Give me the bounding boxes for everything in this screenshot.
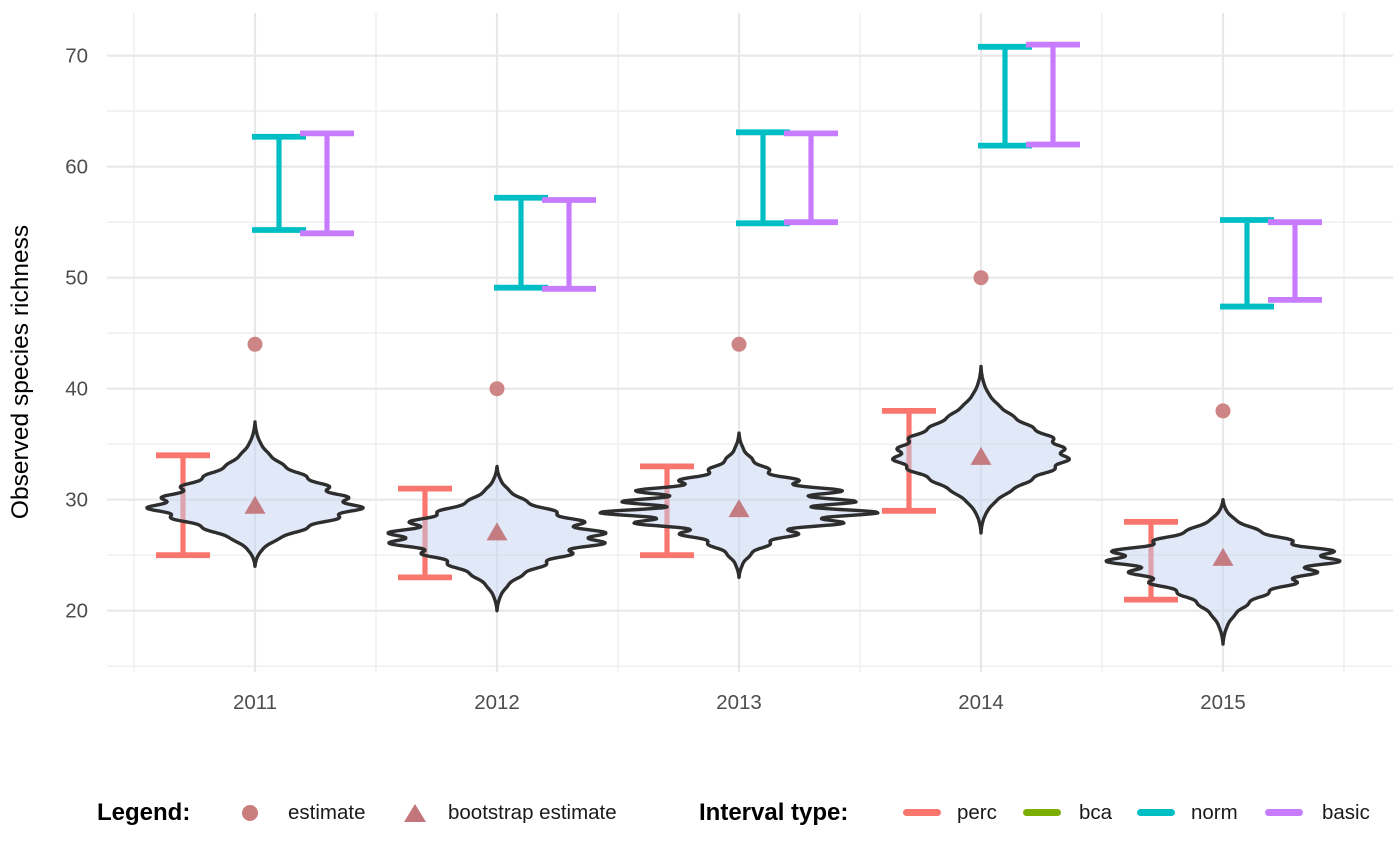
legend-label-bootstrap-estimate: bootstrap estimate [448, 801, 617, 824]
bootstrap-point-2013 [728, 499, 750, 518]
basic-swatch-icon [1265, 809, 1303, 816]
estimate-point-2015 [1215, 403, 1231, 419]
y-tick-label-40: 40 [65, 378, 88, 401]
norm-swatch-icon [1137, 809, 1175, 816]
legend-label-bca: bca [1079, 801, 1113, 824]
x-tick-label-2015: 2015 [1200, 691, 1246, 714]
violin-2011 [145, 420, 365, 568]
estimate-point-2014 [973, 270, 989, 286]
legend-label-estimate: estimate [288, 801, 366, 824]
legend-label-norm: norm [1191, 801, 1238, 824]
bootstrap-point-2012 [486, 522, 508, 541]
y-axis-title: Observed species richness [7, 225, 34, 519]
estimate-point-2013 [731, 336, 747, 352]
y-tick-label-70: 70 [65, 45, 88, 68]
x-tick-label-2011: 2011 [233, 691, 277, 714]
legend-title: Legend: [97, 799, 191, 826]
y-tick-label-30: 30 [65, 489, 88, 512]
perc-swatch-icon [903, 809, 941, 816]
x-tick-label-2012: 2012 [474, 691, 520, 714]
y-tick-label-60: 60 [65, 156, 88, 179]
x-tick-label-2014: 2014 [958, 691, 1004, 714]
legend-label-perc: perc [957, 801, 997, 824]
interval-legend-title: Interval type: [699, 799, 849, 826]
bca-swatch-icon [1023, 809, 1061, 816]
estimate-point-2011 [247, 336, 263, 352]
bootstrap-point-2011 [244, 495, 266, 514]
y-tick-label-20: 20 [65, 600, 88, 623]
legend-label-basic: basic [1322, 801, 1370, 824]
chart-panel: 20 30 40 50 60 70 2011 2012 2013 2014 2015 Observed… [7, 13, 1393, 714]
bootstrap-triangle-icon [404, 804, 426, 822]
y-tick-label-50: 50 [65, 267, 88, 290]
estimate-point-icon [242, 805, 258, 821]
x-tick-label-2013: 2013 [716, 691, 762, 714]
bootstrap-point-2014 [970, 446, 992, 465]
estimate-point-2012 [489, 381, 505, 397]
violin-2015 [1104, 498, 1342, 646]
bootstrap-point-2015 [1212, 547, 1234, 566]
